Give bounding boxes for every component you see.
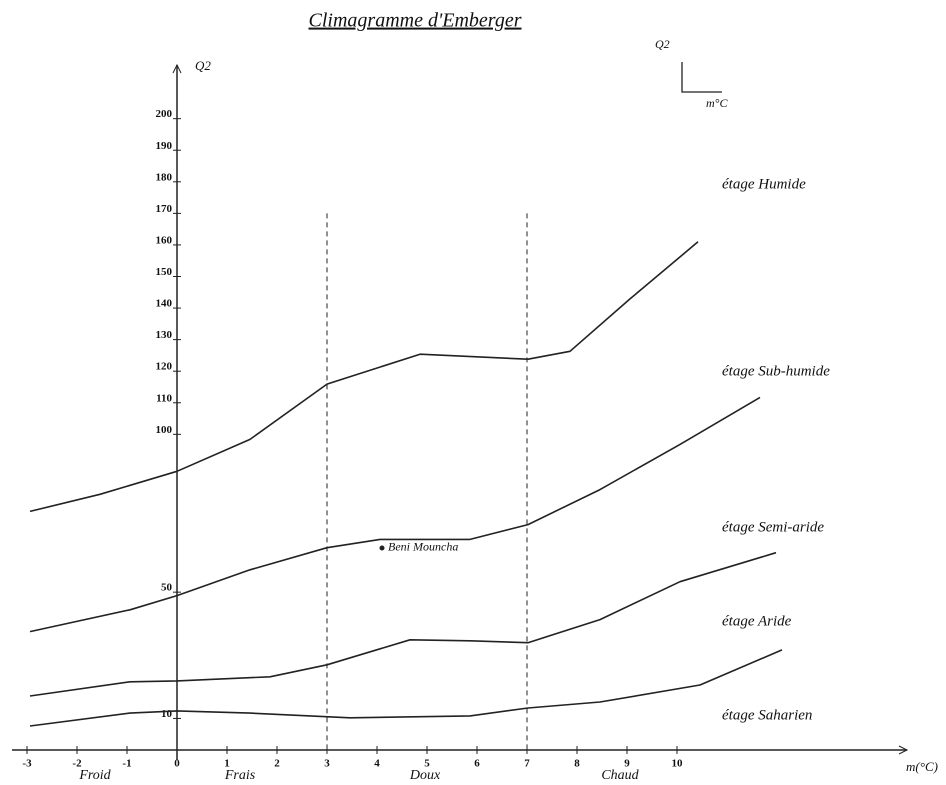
y-tick-label: 140 <box>156 298 173 310</box>
y-tick-label: 180 <box>156 171 173 183</box>
stage-label: étage Aride <box>722 613 792 629</box>
stage-label: étage Humide <box>722 176 806 192</box>
y-tick-label: 130 <box>156 329 173 341</box>
inset-label: Q2 <box>655 37 670 51</box>
x-tick-label: 1 <box>224 758 230 770</box>
x-tick-label: 6 <box>474 758 480 770</box>
zone-label: Froid <box>78 768 111 783</box>
y-tick-label: 120 <box>156 361 173 373</box>
boundary-line <box>29 649 783 727</box>
zone-label: Doux <box>409 768 441 783</box>
stage-label: étage Saharien <box>722 707 812 723</box>
y-tick-label: 190 <box>156 140 173 152</box>
x-axis-label: m(°C) <box>906 759 938 774</box>
boundary-line <box>29 396 761 633</box>
chart-title: Climagramme d'Emberger <box>309 10 522 32</box>
boundary-line <box>29 551 777 697</box>
y-tick-label: 50 <box>161 582 173 594</box>
x-tick-label: 5 <box>424 758 430 770</box>
x-tick-label: 2 <box>274 758 280 770</box>
y-tick-label: 170 <box>156 203 173 215</box>
x-tick-label: 0 <box>174 758 180 770</box>
inset-label: m°C <box>706 96 728 110</box>
y-tick-label: 150 <box>156 266 173 278</box>
inset-axes <box>681 62 722 93</box>
x-tick-label: 3 <box>324 758 330 770</box>
x-tick-label: 8 <box>574 758 580 770</box>
stage-label: étage Semi-aride <box>722 519 824 535</box>
stage-label: étage Sub-humide <box>722 363 830 379</box>
y-tick-label: 100 <box>156 424 173 436</box>
zone-label: Frais <box>224 768 256 783</box>
y-tick-label: 10 <box>161 708 173 720</box>
x-tick-label: 7 <box>524 758 530 770</box>
x-tick-label: 9 <box>624 758 630 770</box>
x-tick-label: 10 <box>672 758 684 770</box>
station-label: Beni Mouncha <box>388 540 458 554</box>
boundary-line <box>29 241 699 513</box>
x-tick-label: -2 <box>72 758 82 770</box>
y-axis-label: Q2 <box>195 58 211 73</box>
x-axis-arrow <box>898 745 909 755</box>
x-tick-label: -1 <box>122 758 131 770</box>
y-axis-arrow <box>172 63 182 74</box>
zone-label: Chaud <box>601 768 639 783</box>
y-tick-label: 200 <box>156 108 173 120</box>
y-tick-label: 160 <box>156 234 173 246</box>
x-tick-label: 4 <box>374 758 380 770</box>
x-tick-label: -3 <box>22 758 32 770</box>
inset: Q2 m°C <box>655 37 728 110</box>
station-point <box>379 545 385 551</box>
y-tick-label: 110 <box>156 392 172 404</box>
